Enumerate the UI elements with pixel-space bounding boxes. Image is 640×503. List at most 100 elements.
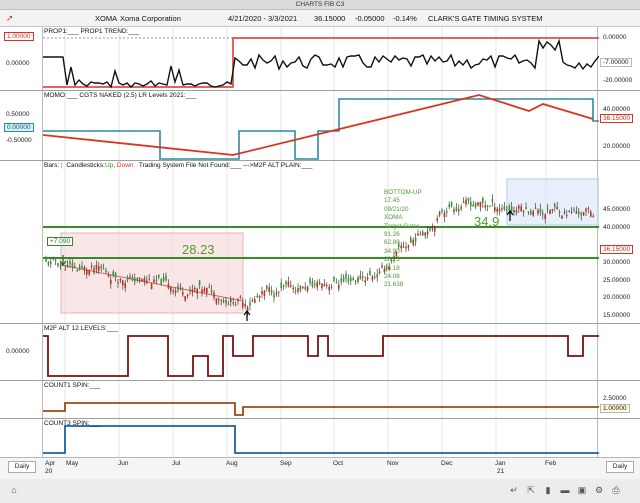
candle-body <box>69 261 71 265</box>
gear-icon[interactable]: ⚙ <box>594 485 604 495</box>
count1-panel[interactable]: COUNT1 SPIN:___ 2.50000 1.00000 <box>0 381 640 419</box>
candle-body <box>431 226 434 230</box>
candle-body <box>426 231 429 235</box>
momo-value-tag: 0.00000 <box>4 123 34 132</box>
candle-body <box>390 260 393 262</box>
prop-panel[interactable]: PROP1:___ PROP1 TREND:___ 1.00000 0.0000… <box>0 27 640 91</box>
candle-body <box>76 270 78 272</box>
candle-body <box>402 246 405 248</box>
candle-body <box>52 258 54 260</box>
candle-body <box>455 207 458 211</box>
count1-plot[interactable] <box>42 381 599 418</box>
candle-body <box>561 215 563 219</box>
candle-body <box>345 273 347 279</box>
month-label: Jan <box>495 460 506 467</box>
m2f-panel[interactable]: M2F ALT 12 LEVELS:___ 0.00000 <box>0 324 640 381</box>
m2f-panel-title: M2F ALT 12 LEVELS:___ <box>44 325 118 332</box>
candle-body <box>362 276 364 279</box>
candle-body <box>237 299 239 301</box>
price-chart <box>43 161 599 323</box>
count3-line <box>43 425 599 454</box>
m2f-plot[interactable] <box>42 324 599 380</box>
candle-body <box>554 203 556 208</box>
candle-body <box>268 287 270 292</box>
candle-body <box>537 209 539 214</box>
price-last-tag: 36.15000 <box>600 245 634 254</box>
period-selector-right[interactable]: Daily <box>606 461 634 473</box>
momo-plot[interactable] <box>42 91 599 160</box>
candle-body <box>251 299 254 302</box>
candle-body <box>419 233 422 235</box>
candle-body <box>566 215 568 217</box>
candle-body <box>93 268 95 273</box>
price-panel[interactable]: Bars: | Candlesticks:Up, Down Trading Sy… <box>0 161 640 324</box>
month-label: Dec <box>441 460 453 467</box>
candle-body <box>196 288 198 294</box>
candle-body <box>222 300 225 302</box>
candle-body <box>201 289 203 294</box>
momo-right-axis-label-top: 40.00000 <box>603 106 631 113</box>
candle-body <box>424 232 426 236</box>
price-axis-label: 45.00000 <box>603 206 631 213</box>
momo-left-axis-label-top: 0.50000 <box>6 111 30 118</box>
prop-value-tag: -7.00000 <box>600 58 632 67</box>
bars-icon[interactable]: ▬ <box>560 485 570 495</box>
momo-price-tag: 36.15000 <box>600 114 634 123</box>
m2f-left-axis-label: 0.00000 <box>6 348 30 355</box>
candle-body <box>270 290 273 294</box>
chart-area[interactable]: PROP1:___ PROP1 TREND:___ 1.00000 0.0000… <box>0 27 640 457</box>
candle-body <box>162 277 165 281</box>
home-icon[interactable]: ⌂ <box>11 485 17 495</box>
candle-body <box>182 292 184 295</box>
candle-body <box>191 289 194 293</box>
annotation-line: 09/21/20 <box>384 205 409 213</box>
candle-body <box>491 199 494 202</box>
count3-plot[interactable] <box>42 419 599 457</box>
red-arrow-icon[interactable]: ➚ <box>6 13 14 23</box>
candle-body <box>333 276 335 282</box>
prop-plot[interactable] <box>42 27 599 90</box>
candle-body <box>213 292 215 298</box>
candle-icon[interactable]: ▮ <box>545 485 551 495</box>
candle-body <box>234 304 237 306</box>
price-axis-label: 30.00000 <box>603 259 631 266</box>
candle-body <box>585 208 587 212</box>
candle-body <box>544 214 546 219</box>
price-change: -0.05000 <box>355 14 385 23</box>
month-label: Apr <box>45 460 56 467</box>
candle-body <box>210 289 213 293</box>
month-label: Sep <box>280 460 292 467</box>
candle-body <box>448 204 450 207</box>
month-label: May <box>66 460 79 467</box>
price-axis-label: 40.00000 <box>603 224 631 231</box>
count3-panel[interactable]: COUNT3 SPIN:___ <box>0 419 640 457</box>
status-bar: ⌂ ↵ ⇱ ▮ ▬ ▣ ⚙ ⎙ <box>0 479 640 503</box>
candle-body <box>429 228 431 232</box>
candle-body <box>290 284 292 287</box>
period-selector-left[interactable]: Daily <box>8 461 36 473</box>
candle-body <box>208 286 210 288</box>
candle-body <box>215 298 218 304</box>
print-icon[interactable]: ⎙ <box>612 485 620 495</box>
annotation-line: 24.08 <box>384 273 400 281</box>
candle-body <box>441 209 443 213</box>
candle-body <box>527 211 530 213</box>
candle-body <box>78 265 81 271</box>
candle-body <box>501 208 503 210</box>
time-axis[interactable]: Daily Apr May Jun Jul Aug Sep Oct Nov De… <box>0 457 640 479</box>
candle-body <box>422 231 424 236</box>
bars-label: Bars: <box>44 162 60 169</box>
momo-panel[interactable]: MOMO:___ CGTS NAKED (2.5) LR Levels 2021… <box>0 91 640 161</box>
candle-body <box>386 266 388 268</box>
candle-body <box>230 299 232 302</box>
candle-body <box>64 269 66 271</box>
cursor-icon[interactable]: ⇱ <box>527 485 535 495</box>
folder-icon[interactable]: ▣ <box>577 485 587 495</box>
arrow-icon[interactable]: ↵ <box>510 485 518 495</box>
price-panel-title: Bars: | Candlesticks:Up, Down Trading Sy… <box>44 162 312 169</box>
price-plot[interactable] <box>42 161 599 323</box>
annotation-line: Target Gates <box>384 222 421 230</box>
candle-body <box>549 210 551 214</box>
chart-header: ➚ XOMA Xoma Corporation 4/21/2020 - 3/3/… <box>0 10 640 27</box>
candle-body <box>59 266 62 268</box>
